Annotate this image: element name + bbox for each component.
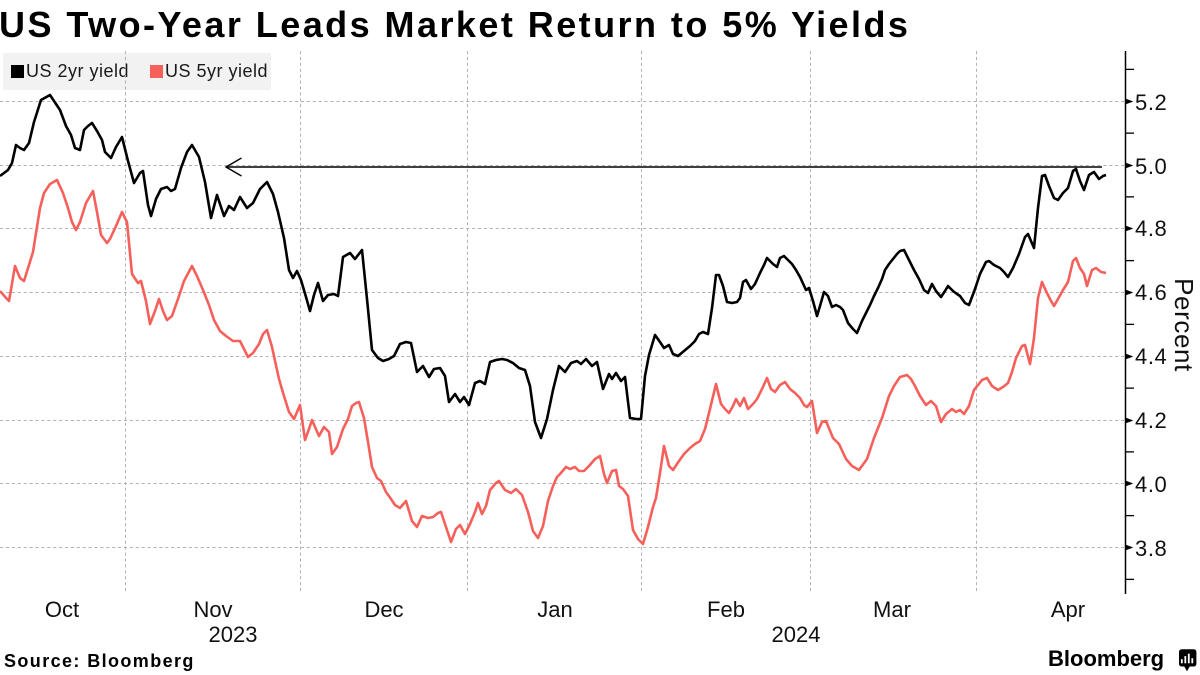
svg-text:Feb: Feb [707, 597, 745, 622]
svg-text:Oct: Oct [45, 597, 79, 622]
svg-text:5.2: 5.2 [1135, 90, 1167, 115]
svg-text:Dec: Dec [364, 597, 403, 622]
svg-text:4.0: 4.0 [1135, 472, 1167, 497]
svg-text:Apr: Apr [1051, 597, 1085, 622]
svg-text:2023: 2023 [209, 622, 258, 647]
svg-text:4.6: 4.6 [1135, 280, 1167, 305]
svg-text:4.2: 4.2 [1135, 408, 1167, 433]
svg-text:Nov: Nov [193, 597, 232, 622]
svg-text:2024: 2024 [772, 622, 821, 647]
svg-text:5.0: 5.0 [1135, 154, 1167, 179]
svg-text:Jan: Jan [537, 597, 572, 622]
svg-text:4.4: 4.4 [1135, 344, 1167, 369]
svg-text:Mar: Mar [873, 597, 911, 622]
svg-text:4.8: 4.8 [1135, 216, 1167, 241]
svg-text:Percent: Percent [1169, 278, 1199, 372]
svg-text:3.8: 3.8 [1135, 536, 1167, 561]
